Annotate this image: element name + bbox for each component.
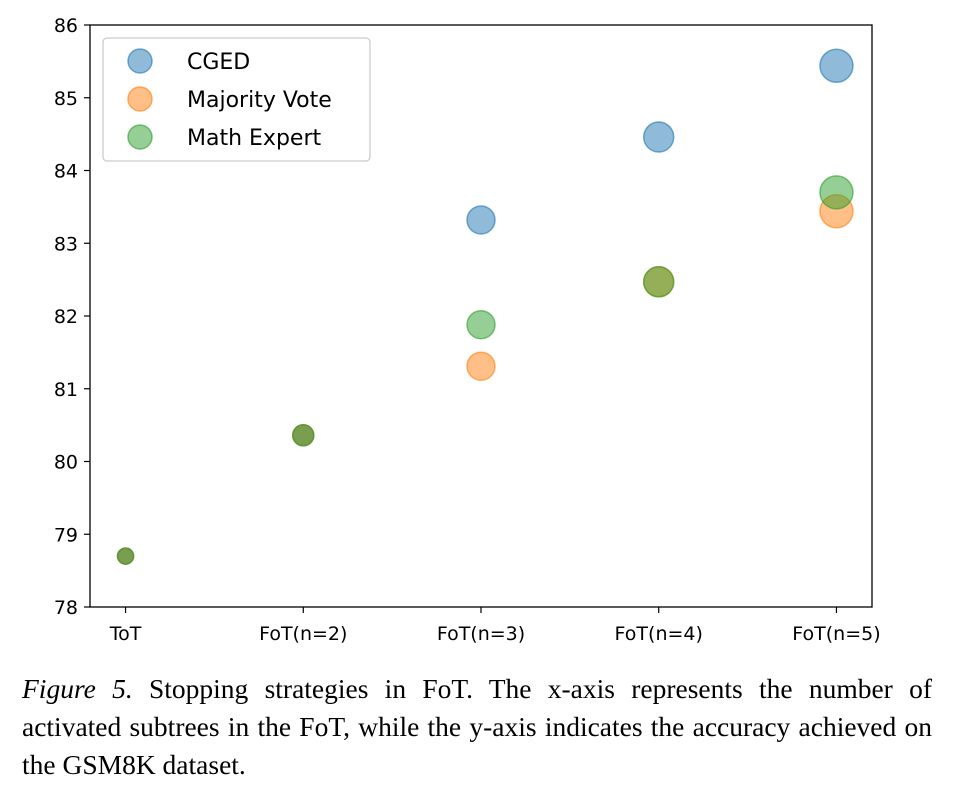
point-math-expert <box>642 266 675 298</box>
x-tick-label: FoT(n=3) <box>437 623 525 645</box>
y-tick-label: 82 <box>54 306 78 328</box>
y-tick-label: 84 <box>54 161 78 183</box>
x-axis: ToT FoT(n=2) FoT(n=3) FoT(n=4) FoT(n=5) <box>109 607 881 645</box>
x-tick-label: FoT(n=4) <box>615 623 703 645</box>
y-tick-label: 79 <box>54 524 78 546</box>
legend-label: CGED <box>187 50 250 75</box>
y-tick-label: 83 <box>54 233 78 255</box>
legend-marker <box>127 124 153 150</box>
figure-caption: Figure 5. Stopping strategies in FoT. Th… <box>22 670 932 784</box>
caption-label: Figure 5. <box>22 673 133 704</box>
legend: CGED Majority Vote Math Expert <box>102 37 371 162</box>
y-axis: 78 79 80 81 82 83 84 85 86 <box>54 15 90 619</box>
scatter-chart: 78 79 80 81 82 83 84 85 86 ToT FoT(n=2) FoT(n=3) Fo… <box>54 15 881 645</box>
point-math-expert <box>116 547 135 565</box>
point-math-expert <box>819 175 854 210</box>
y-tick-label: 81 <box>54 379 78 401</box>
x-tick-label: ToT <box>109 623 142 645</box>
point-math-expert <box>466 309 496 340</box>
x-tick-label: FoT(n=2) <box>259 623 347 645</box>
point-cged <box>819 48 854 83</box>
y-tick-label: 80 <box>54 452 78 474</box>
y-tick-label: 86 <box>54 15 78 37</box>
legend-label: Math Expert <box>187 126 321 151</box>
legend-marker <box>127 48 153 74</box>
y-tick-label: 78 <box>54 597 78 619</box>
legend-label: Majority Vote <box>187 88 332 113</box>
point-majority-vote <box>466 351 496 381</box>
point-cged <box>642 121 675 153</box>
y-tick-label: 85 <box>54 88 78 110</box>
caption-text: Stopping strategies in FoT. The x-axis r… <box>22 673 933 780</box>
legend-box <box>102 37 371 162</box>
point-math-expert <box>292 424 315 447</box>
data-points <box>116 48 854 565</box>
point-cged <box>466 205 496 235</box>
x-tick-label: FoT(n=5) <box>792 623 880 645</box>
legend-marker <box>127 86 153 112</box>
